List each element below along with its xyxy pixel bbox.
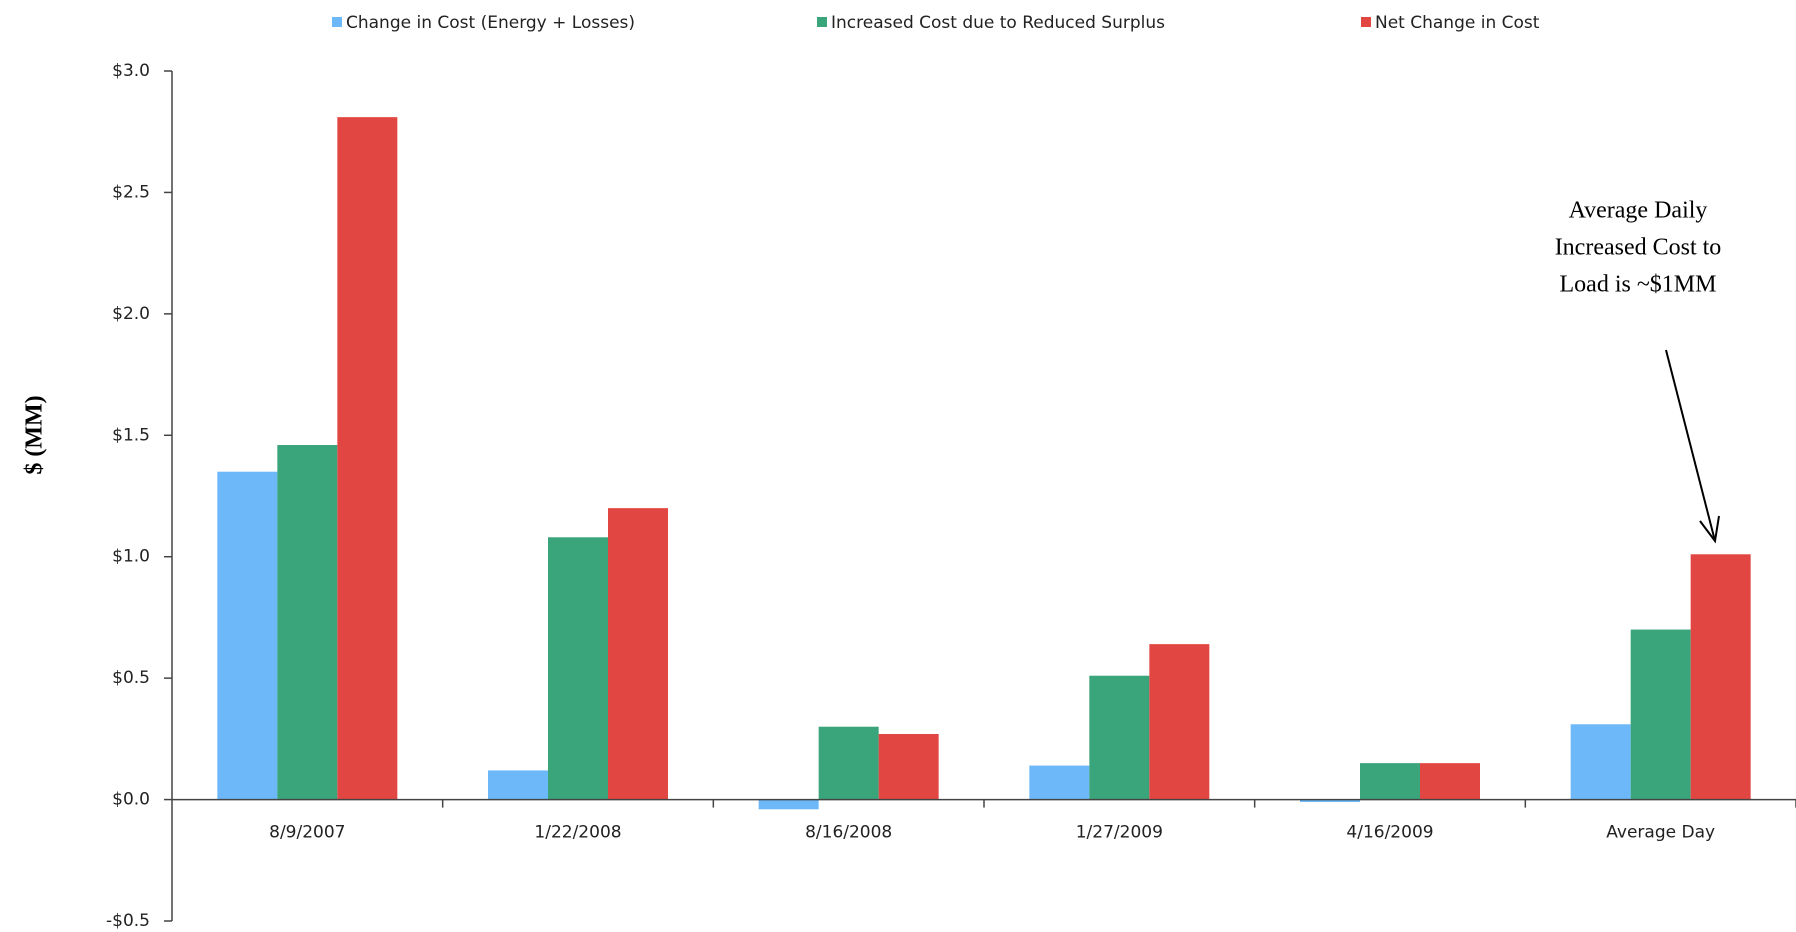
bar bbox=[758, 799, 819, 810]
y-tick-label: -$0.5 bbox=[106, 911, 150, 931]
x-tick-label: 1/22/2008 bbox=[534, 823, 621, 843]
legend-label: Net Change in Cost bbox=[1375, 13, 1540, 33]
bar bbox=[1570, 724, 1631, 800]
y-tick-label: $2.5 bbox=[112, 182, 150, 202]
y-tick-label: $0.5 bbox=[112, 668, 150, 688]
legend-swatch bbox=[332, 17, 342, 27]
bar bbox=[1690, 554, 1751, 800]
bar bbox=[337, 117, 398, 800]
legend-swatch bbox=[1361, 17, 1371, 27]
bar bbox=[1630, 629, 1691, 800]
x-tick-label: 4/16/2009 bbox=[1346, 823, 1433, 843]
y-axis-label: $ (MM) bbox=[22, 395, 48, 474]
bar bbox=[1089, 675, 1150, 800]
annotation: Average Daily bbox=[1569, 198, 1708, 224]
bar bbox=[1149, 644, 1210, 800]
bar bbox=[1360, 763, 1420, 800]
x-tick-label: 8/16/2008 bbox=[805, 823, 892, 843]
legend-label: Change in Cost (Energy + Losses) bbox=[346, 13, 635, 33]
legend-label: Increased Cost due to Reduced Surplus bbox=[831, 13, 1165, 33]
annotation-arrow bbox=[1665, 349, 1720, 544]
y-tick-label: $3.0 bbox=[112, 61, 150, 81]
y-tick-label: $0.0 bbox=[112, 790, 150, 810]
bar bbox=[608, 508, 668, 800]
y-tick-label: $1.0 bbox=[112, 547, 150, 567]
bar bbox=[1420, 763, 1480, 800]
y-tick-label: $2.0 bbox=[112, 304, 150, 324]
legend-swatch bbox=[817, 17, 827, 27]
bar bbox=[818, 726, 879, 800]
bar bbox=[277, 445, 338, 800]
bar bbox=[217, 471, 278, 800]
x-tick-label: 8/9/2007 bbox=[269, 823, 345, 843]
bar bbox=[488, 770, 548, 800]
y-tick-label: $1.5 bbox=[112, 425, 150, 445]
x-tick-label: 1/27/2009 bbox=[1076, 823, 1163, 843]
bar bbox=[1300, 799, 1360, 802]
annotation: Increased Cost to bbox=[1555, 235, 1722, 261]
x-tick-label: Average Day bbox=[1606, 823, 1715, 843]
bar bbox=[1029, 765, 1090, 800]
bar bbox=[878, 734, 939, 800]
annotation: Load is ~$1MM bbox=[1560, 272, 1717, 298]
bar bbox=[548, 537, 608, 800]
